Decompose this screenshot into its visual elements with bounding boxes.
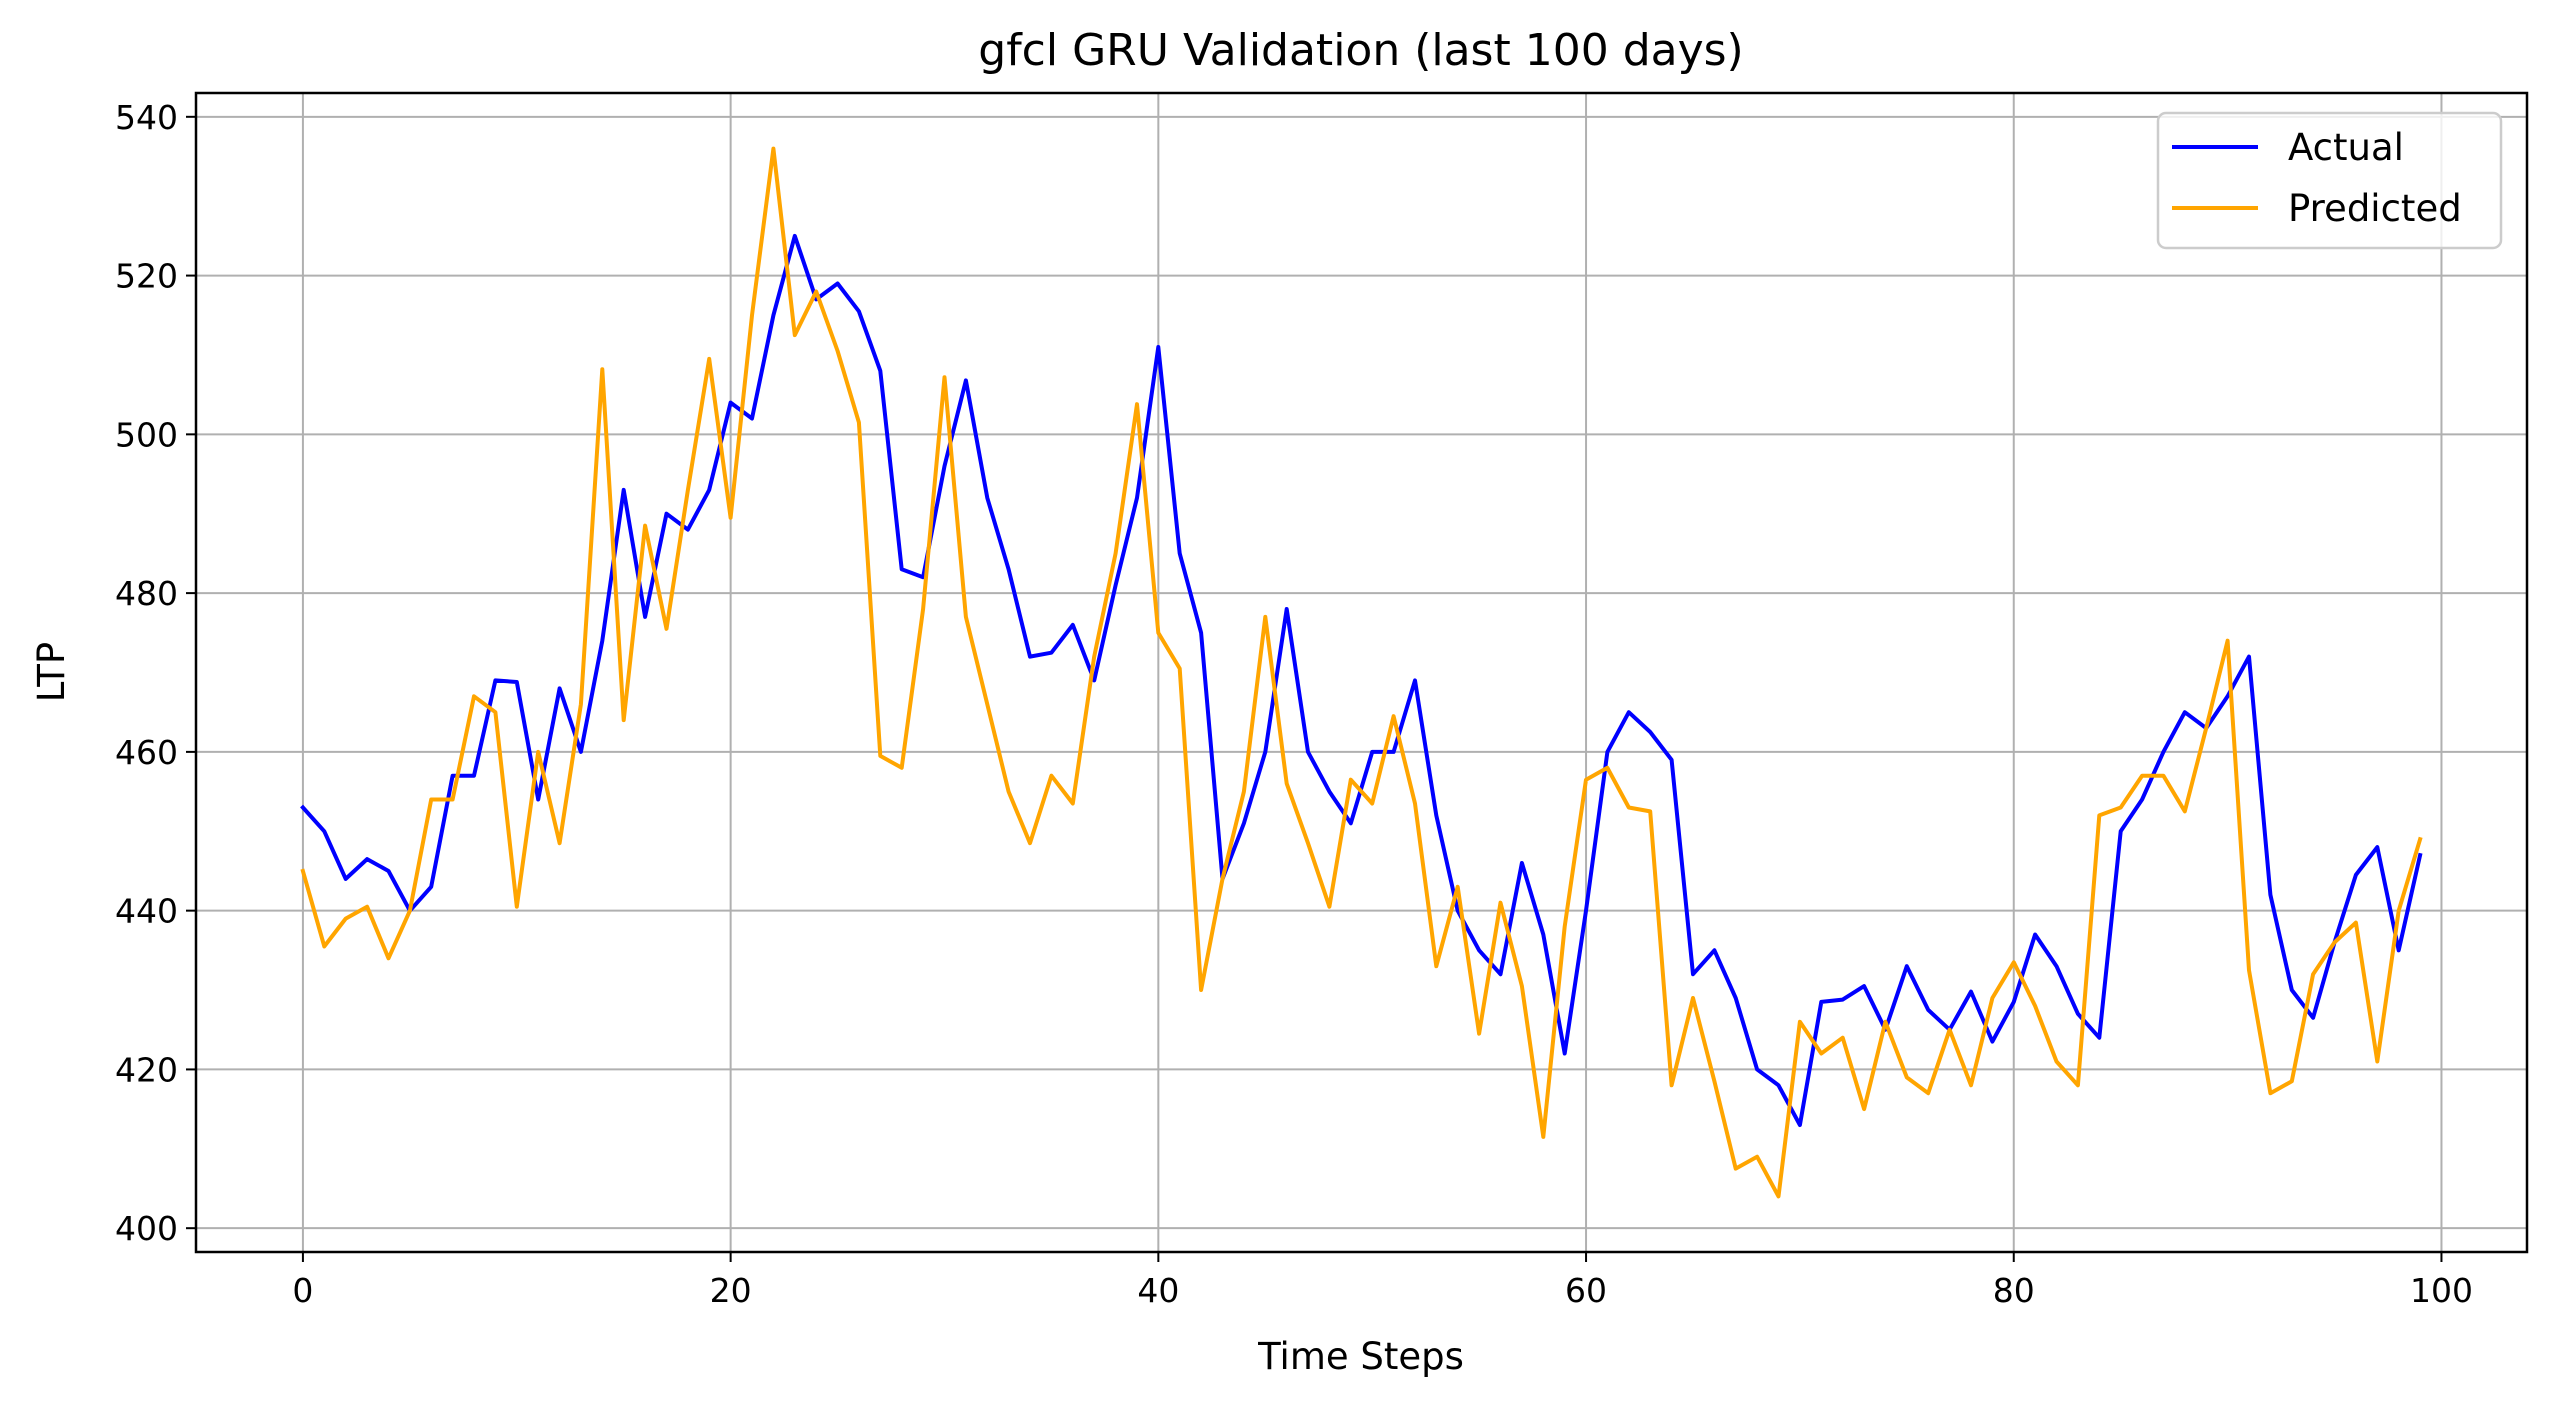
x-tick-label: 0 — [292, 1271, 313, 1310]
series-lines — [300, 146, 2423, 1199]
legend-label-predicted: Predicted — [2288, 187, 2462, 230]
x-tick-label: 40 — [1137, 1271, 1179, 1310]
legend: Actual Predicted — [2156, 111, 2503, 250]
series-line-predicted — [300, 146, 2423, 1199]
x-axis-label: Time Steps — [1257, 1335, 1464, 1378]
grid-lines — [196, 93, 2527, 1252]
y-tick-label: 440 — [115, 892, 178, 931]
y-tick-label: 460 — [115, 733, 178, 772]
plot-area-frame — [194, 91, 2529, 1254]
x-tick-label: 60 — [1565, 1271, 1607, 1310]
legend-label-actual: Actual — [2288, 126, 2404, 169]
x-tick-label: 100 — [2410, 1271, 2473, 1310]
y-tick-label: 480 — [115, 574, 178, 613]
x-tick-label: 20 — [710, 1271, 752, 1310]
x-axis-ticks: 0 20 40 60 80 100 — [292, 1252, 2473, 1310]
chart-title: gfcl GRU Validation (last 100 days) — [978, 25, 1743, 76]
y-axis-ticks: 400 420 440 460 480 500 520 540 — [115, 98, 196, 1248]
y-tick-label: 400 — [115, 1209, 178, 1248]
y-tick-label: 500 — [115, 415, 178, 454]
x-tick-label: 80 — [1993, 1271, 2035, 1310]
y-tick-label: 420 — [115, 1050, 178, 1089]
y-axis-label: LTP — [30, 642, 73, 702]
y-tick-label: 540 — [115, 98, 178, 137]
series-line-actual — [300, 233, 2423, 1127]
y-tick-label: 520 — [115, 257, 178, 296]
